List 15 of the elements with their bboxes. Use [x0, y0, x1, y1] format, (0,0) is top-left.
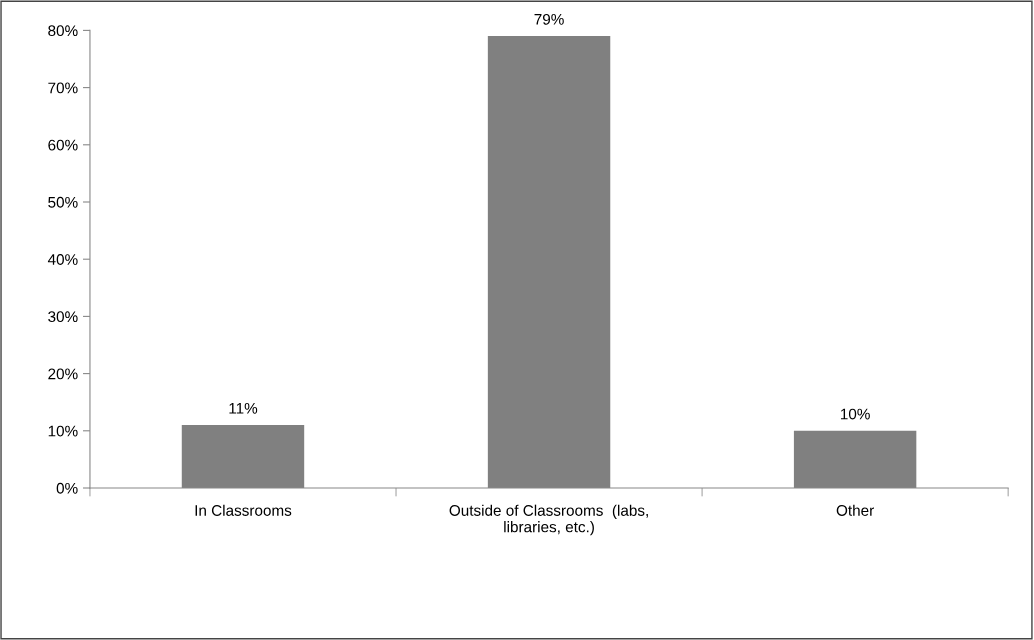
- y-tick-label: 20%: [48, 368, 78, 380]
- x-tick-label: In Classrooms: [195, 504, 292, 516]
- y-tick-label: 70%: [48, 82, 78, 94]
- y-tick-label: 60%: [48, 139, 78, 151]
- y-tick-label: 0%: [56, 482, 78, 494]
- x-tick-label: Outside of Classrooms (labs, libraries, etc.): [449, 504, 648, 536]
- y-tick-label: 40%: [47, 254, 78, 265]
- y-tick-label: 80%: [48, 25, 78, 37]
- data-label: 11%: [229, 402, 258, 414]
- data-label: 79%: [534, 13, 564, 25]
- y-tick-label: 50%: [48, 196, 78, 208]
- y-tick-label: 30%: [48, 311, 78, 323]
- y-tick-label: 10%: [48, 425, 78, 437]
- data-label: 10%: [840, 408, 870, 420]
- x-tick-label: Other: [836, 504, 874, 516]
